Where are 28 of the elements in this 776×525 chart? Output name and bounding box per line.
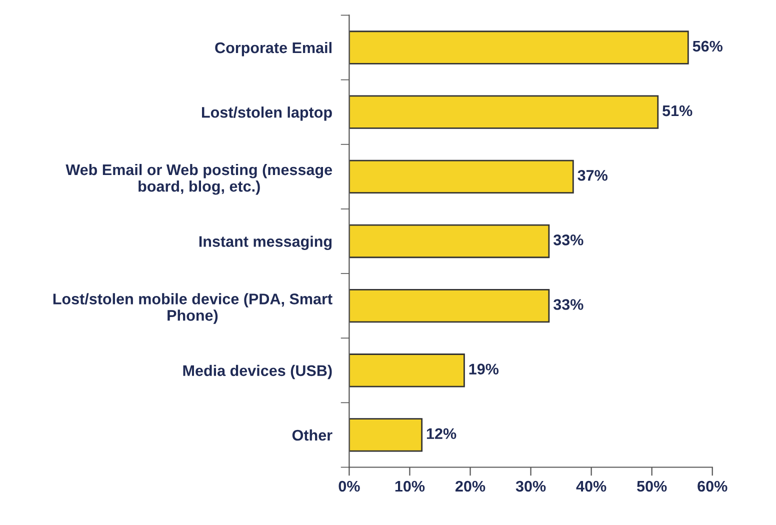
bar: [349, 160, 574, 194]
y-tick-label: Lost/stolen mobile device (PDA, Smart Phone): [53, 293, 332, 324]
bar: [349, 354, 465, 388]
y-tick-label: Web Email or Web posting (message board, blog, etc.): [66, 164, 332, 195]
x-tick-label: 60%: [698, 480, 728, 492]
x-tick-label: 30%: [516, 480, 546, 492]
bar: [349, 95, 659, 129]
data-label: 12%: [426, 428, 456, 440]
y-tick-label: Media devices (USB): [183, 364, 332, 380]
x-tick-label: 0%: [338, 480, 360, 492]
x-tick-label: 20%: [455, 480, 486, 492]
data-label: 37%: [578, 170, 608, 181]
data-label: 56%: [692, 40, 722, 52]
bar: [349, 418, 423, 452]
bar: [349, 288, 550, 323]
data-label: 19%: [469, 364, 499, 374]
y-tick-label: Lost/stolen laptop: [202, 106, 332, 121]
y-tick-label: Instant messaging: [199, 236, 332, 250]
x-tick-label: 50%: [637, 480, 667, 492]
data-label: 33%: [553, 234, 584, 246]
y-tick-label: Other: [292, 429, 332, 441]
y-tick-label: Corporate Email: [215, 42, 332, 56]
data-label: 33%: [553, 299, 584, 310]
data-label: 51%: [662, 105, 692, 116]
x-tick-label: 40%: [576, 480, 606, 492]
bar: [349, 224, 550, 258]
bar: [349, 30, 689, 64]
x-tick-label: 10%: [395, 480, 425, 492]
